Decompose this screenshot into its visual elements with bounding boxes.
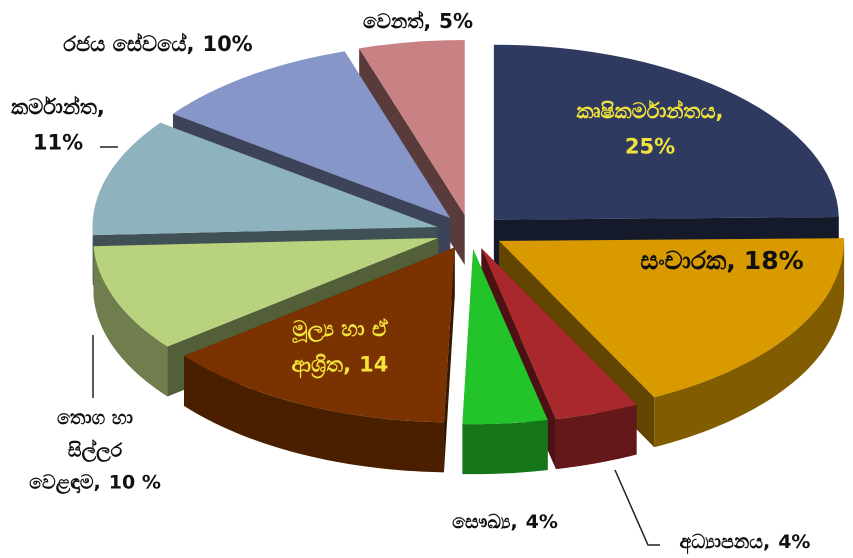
slice-side: [184, 355, 444, 473]
slice-side: [555, 404, 637, 470]
value-label: 10 %: [109, 471, 161, 493]
category-label: වෙළඳාම,: [29, 471, 101, 494]
data-label: වෙනත්, 5%: [363, 8, 473, 32]
value-label: 4%: [778, 531, 810, 553]
slice: [93, 238, 439, 347]
data-label: සිල්ලර: [68, 439, 123, 462]
data-label: අධ්‍යාපනය, 4%: [680, 531, 811, 555]
data-label: 11%: [33, 131, 83, 155]
category-label: සෞඛ්‍ය,: [452, 511, 518, 533]
slice-side: [654, 240, 845, 448]
value-label: 11%: [33, 131, 83, 155]
slice: [462, 249, 548, 425]
category-label: කෘෂිකර්මාන්තය,: [576, 99, 723, 123]
slice: [172, 51, 451, 218]
slice: [481, 248, 637, 420]
value-label: 18%: [744, 246, 804, 275]
value-label: 4%: [526, 511, 558, 533]
labels: කෘෂිකර්මාන්තය,25%සංචාරක, 18%අධ්‍යාපනය, 4%ස…: [11, 8, 810, 554]
slice-side: [462, 420, 548, 475]
data-label: තොග හා: [57, 407, 133, 429]
value-label: 5%: [439, 9, 473, 33]
pie: [92, 39, 845, 475]
leader-line: [614, 469, 660, 546]
category-label: සංචාරක,: [640, 246, 735, 275]
slice: [493, 44, 839, 220]
data-label: 25%: [625, 135, 675, 159]
data-label: කෘෂිකර්මාන්තය,: [576, 99, 723, 123]
value-label: 10%: [202, 32, 252, 56]
slice: [359, 39, 465, 215]
category-label: තොග හා: [57, 407, 133, 429]
category-label: වෙනත්,: [363, 8, 431, 32]
slice: [184, 247, 455, 423]
category-label: කර්මාන්ත,: [11, 95, 105, 119]
data-label: කර්මාන්ත,: [11, 95, 105, 119]
slice: [92, 122, 438, 236]
value-label: 14: [359, 353, 388, 377]
value-label: 25%: [625, 135, 675, 159]
category-label: රජය සේවයේ,: [63, 32, 194, 56]
slice-side: [93, 246, 168, 397]
data-label: ආශ්‍රිත, 14: [292, 353, 389, 379]
data-label: රජය සේවයේ, 10%: [63, 32, 252, 56]
data-label: වෙළඳාම, 10 %: [29, 471, 161, 494]
slice-side: [443, 247, 455, 473]
slice: [499, 238, 845, 398]
category-label: මූල්‍ය හා ඒ: [291, 317, 389, 344]
data-label: සංචාරක, 18%: [640, 246, 803, 275]
category-label: සිල්ලර: [68, 439, 123, 462]
data-label: සෞඛ්‍ය, 4%: [452, 511, 558, 533]
category-label: අධ්‍යාපනය,: [680, 531, 771, 555]
category-label: ආශ්‍රිත,: [292, 353, 351, 379]
data-label: මූල්‍ය හා ඒ: [291, 317, 389, 344]
